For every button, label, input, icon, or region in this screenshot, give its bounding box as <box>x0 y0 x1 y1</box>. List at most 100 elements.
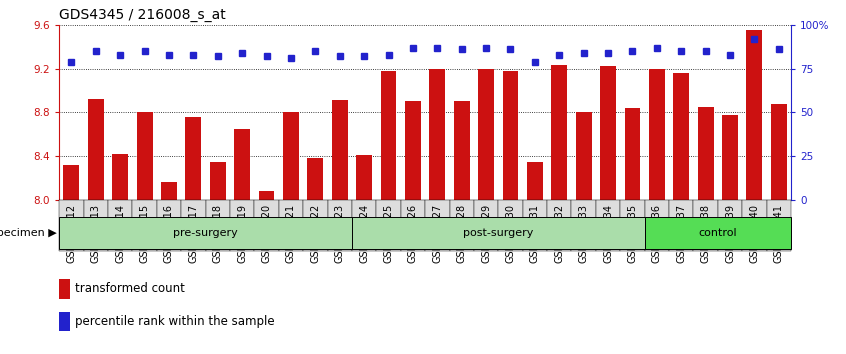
Bar <box>453 102 470 200</box>
Bar <box>649 69 665 200</box>
Text: GSM842024: GSM842024 <box>360 204 369 263</box>
Bar <box>766 200 791 251</box>
Bar <box>742 200 766 251</box>
Text: control: control <box>699 228 737 238</box>
Bar <box>503 71 519 200</box>
Bar <box>332 100 348 200</box>
Bar <box>84 200 108 251</box>
Bar <box>430 69 445 200</box>
Bar <box>474 200 498 251</box>
Text: GSM842015: GSM842015 <box>140 204 150 263</box>
Bar <box>645 217 791 249</box>
Bar <box>234 129 250 200</box>
Bar <box>59 312 70 331</box>
Bar <box>645 200 669 251</box>
Bar <box>698 107 713 200</box>
Bar <box>185 117 201 200</box>
Text: GSM842017: GSM842017 <box>189 204 198 263</box>
Bar <box>59 200 84 251</box>
Bar <box>449 200 474 251</box>
Bar <box>576 112 591 200</box>
Bar <box>157 200 181 251</box>
Text: transformed count: transformed count <box>75 282 185 295</box>
Text: GSM842020: GSM842020 <box>261 204 272 263</box>
Bar <box>620 200 645 251</box>
Bar <box>132 200 157 251</box>
Text: GSM842018: GSM842018 <box>213 204 222 263</box>
Bar <box>206 200 230 251</box>
Text: GSM842030: GSM842030 <box>506 204 515 263</box>
Bar <box>161 182 177 200</box>
Bar <box>259 191 274 200</box>
Text: GSM842012: GSM842012 <box>67 204 76 263</box>
Bar <box>376 200 401 251</box>
Bar <box>722 115 738 200</box>
Bar <box>283 112 299 200</box>
Bar <box>381 71 397 200</box>
Bar <box>694 200 717 251</box>
Bar <box>673 73 689 200</box>
Bar <box>59 217 352 249</box>
Bar <box>113 154 128 200</box>
Text: specimen ▶: specimen ▶ <box>0 228 56 238</box>
Bar <box>425 200 449 251</box>
Text: GSM842027: GSM842027 <box>432 204 442 263</box>
Bar <box>181 200 206 251</box>
Text: GSM842038: GSM842038 <box>700 204 711 263</box>
Bar <box>327 200 352 251</box>
Bar <box>279 200 303 251</box>
Bar <box>63 165 80 200</box>
Bar <box>307 158 323 200</box>
Bar <box>255 200 278 251</box>
Bar <box>596 200 620 251</box>
Text: GSM842029: GSM842029 <box>481 204 491 263</box>
Bar <box>88 99 104 200</box>
Bar <box>401 200 425 251</box>
Bar <box>624 108 640 200</box>
Bar <box>523 200 547 251</box>
Text: GSM842037: GSM842037 <box>676 204 686 263</box>
Bar <box>59 279 70 299</box>
Bar <box>600 67 616 200</box>
Text: pre-surgery: pre-surgery <box>173 228 238 238</box>
Text: GSM842026: GSM842026 <box>408 204 418 263</box>
Text: GSM842031: GSM842031 <box>530 204 540 263</box>
Text: GSM842014: GSM842014 <box>115 204 125 263</box>
Bar <box>669 200 694 251</box>
Text: GSM842036: GSM842036 <box>652 204 662 263</box>
Text: GSM842041: GSM842041 <box>774 204 783 263</box>
Text: post-surgery: post-surgery <box>463 228 534 238</box>
Bar <box>108 200 132 251</box>
Text: GSM842035: GSM842035 <box>628 204 637 263</box>
Text: GSM842022: GSM842022 <box>310 204 321 263</box>
Bar <box>230 200 255 251</box>
Bar <box>478 69 494 200</box>
Bar <box>210 162 226 200</box>
Bar <box>717 200 742 251</box>
Bar <box>771 104 787 200</box>
Bar <box>572 200 596 251</box>
Bar <box>405 102 420 200</box>
Text: GSM842013: GSM842013 <box>91 204 101 263</box>
Text: GSM842019: GSM842019 <box>237 204 247 263</box>
Text: GSM842034: GSM842034 <box>603 204 613 263</box>
Bar <box>356 155 372 200</box>
Text: GSM842039: GSM842039 <box>725 204 735 263</box>
Bar <box>498 200 523 251</box>
Bar <box>527 162 543 200</box>
Text: GSM842040: GSM842040 <box>750 204 760 263</box>
Bar <box>352 200 376 251</box>
Bar <box>552 65 567 200</box>
Bar <box>547 200 572 251</box>
Bar <box>137 112 152 200</box>
Text: GDS4345 / 216008_s_at: GDS4345 / 216008_s_at <box>59 8 226 22</box>
Text: percentile rank within the sample: percentile rank within the sample <box>75 315 275 328</box>
Text: GSM842032: GSM842032 <box>554 204 564 263</box>
Bar <box>303 200 327 251</box>
Text: GSM842025: GSM842025 <box>383 204 393 263</box>
Text: GSM842016: GSM842016 <box>164 204 174 263</box>
Bar <box>352 217 645 249</box>
Text: GSM842023: GSM842023 <box>335 204 344 263</box>
Text: GSM842033: GSM842033 <box>579 204 589 263</box>
Bar <box>746 30 762 200</box>
